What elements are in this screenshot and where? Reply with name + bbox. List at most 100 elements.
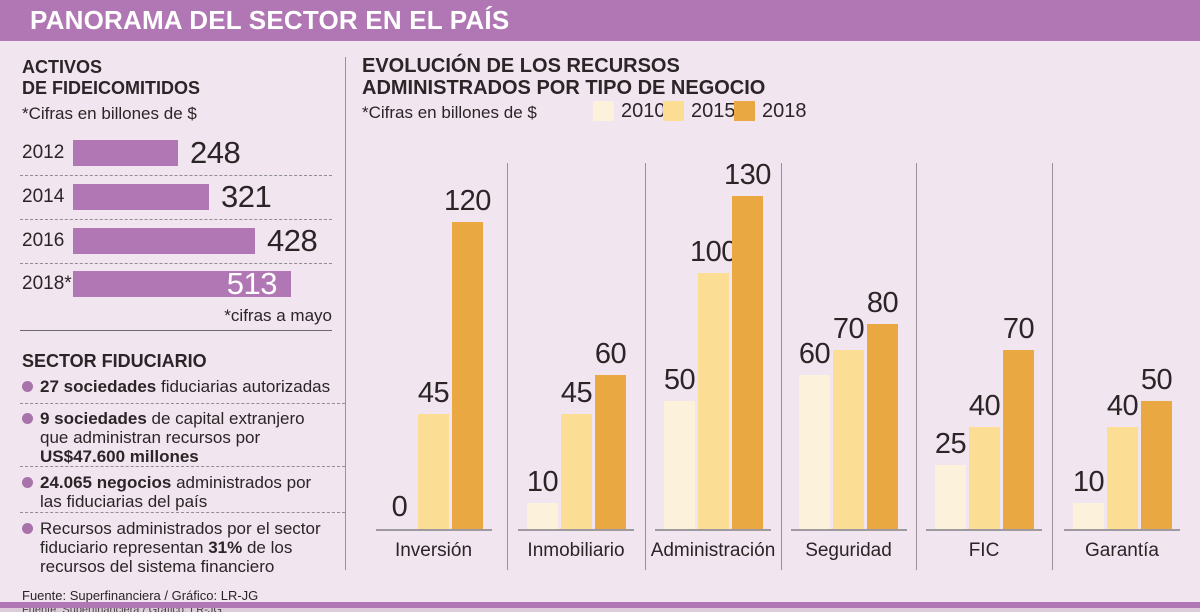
bar-FIC-2018 (1003, 350, 1034, 529)
bullet-line: Recursos administrados por el sector (40, 519, 321, 538)
legend-item-2015: 2015 (663, 99, 736, 122)
bar-Garantía-2018 (1141, 401, 1172, 529)
evolucion-units-label: *Cifras en billones de $ (362, 103, 537, 122)
bar-value-label: 120 (444, 185, 491, 217)
legend-swatch-icon (593, 101, 614, 121)
legend-label: 2010 (621, 99, 666, 122)
bullet-line: fiduciario representan 31% de los (40, 538, 293, 557)
group-divider (507, 163, 508, 570)
category-label-Administración: Administración (650, 540, 776, 561)
row-separator (20, 219, 332, 220)
bar-value-label: 60 (798, 338, 831, 370)
group-baseline (376, 529, 492, 531)
bar-Inversión-2018 (452, 222, 483, 529)
group-divider (1052, 163, 1053, 570)
activos-title: ACTIVOS DE FIDEICOMITIDOS (22, 57, 200, 99)
bullet-line: US$47.600 millones (40, 447, 199, 466)
activos-title-line1: ACTIVOS (22, 57, 103, 77)
h-bar-2012 (73, 140, 178, 166)
header-bar: PANORAMA DEL SECTOR EN EL PAÍS (0, 0, 1200, 41)
bar-value-label: 321 (221, 179, 272, 214)
bar-year-label: 2016 (22, 230, 65, 251)
bar-FIC-2015 (969, 427, 1000, 529)
bar-value-label: 25 (934, 428, 967, 460)
legend-label: 2018 (762, 99, 807, 122)
category-label-Garantía: Garantía (1085, 540, 1159, 561)
activos-units-label: *Cifras en billones de $ (22, 104, 197, 123)
evolucion-bar-chart: 0 45 120 Inversión 10 45 60 Inmobiliario 50 100 13… (360, 140, 1192, 580)
group-divider (645, 163, 646, 570)
row-separator (20, 263, 332, 264)
bar-value-label: 513 (226, 266, 278, 301)
group-baseline (926, 529, 1042, 531)
activos-bottom-rule (20, 330, 332, 331)
bullet-line: 27 sociedades fiduciarias autorizadas (40, 377, 331, 396)
bullet-line: 9 sociedades de capital extranjero (40, 409, 305, 428)
group-baseline (655, 529, 771, 531)
bar-value-label: 50 (663, 364, 696, 396)
bullet-dot-icon (22, 381, 33, 392)
bar-value-label: 70 (832, 313, 865, 345)
evolucion-title-line1: EVOLUCIÓN DE LOS RECURSOS (362, 55, 680, 77)
bar-year-label: 2012 (22, 142, 65, 163)
bar-Administración-2018 (732, 196, 763, 529)
bar-value-label: 130 (724, 159, 771, 191)
activos-footnote: *cifras a mayo (224, 306, 332, 325)
bar-Inversión-2015 (418, 414, 449, 529)
bar-value-label: 60 (594, 338, 627, 370)
bar-Garantía-2015 (1107, 427, 1138, 529)
bullet-item: 27 sociedades fiduciarias autorizadas (40, 377, 342, 396)
bullet-item: Recursos administrados por el sector fidu… (40, 519, 342, 576)
bullet-line: 24.065 negocios administrados por (40, 473, 312, 492)
footer-accent-bar (0, 602, 1200, 608)
bullet-dot-icon (22, 523, 33, 534)
bullet-item: 9 sociedades de capital extranjero que ad… (40, 409, 342, 466)
bar-year-label: 2014 (22, 186, 65, 207)
legend-label: 2015 (691, 99, 736, 122)
bar-value-label: 248 (190, 135, 241, 170)
legend-item-2010: 2010 (593, 99, 666, 122)
bar-value-label: 40 (968, 390, 1001, 422)
bullet-dot-icon (22, 413, 33, 424)
bullet-item: 24.065 negocios administrados por las fid… (40, 473, 342, 511)
activos-title-line2: DE FIDEICOMITIDOS (22, 78, 201, 98)
h-bar-2014 (73, 184, 209, 210)
bar-value-label: 45 (560, 377, 593, 409)
group-baseline (518, 529, 634, 531)
bar-FIC-2010 (935, 465, 966, 529)
sector-title: SECTOR FIDUCIARIO (22, 351, 207, 371)
print-artifact-strip: Fuente: Superfinanciera / Gráfico: LR-JG (0, 608, 1200, 612)
bar-Inmobiliario-2018 (595, 375, 626, 529)
bullet-dot-icon (22, 477, 33, 488)
category-label-Seguridad: Seguridad (805, 540, 892, 561)
category-label-FIC: FIC (968, 540, 1000, 561)
evolucion-title: EVOLUCIÓN DE LOS RECURSOS ADMINISTRADOS … (362, 55, 765, 99)
bullet-line: que administran recursos por (40, 428, 261, 447)
bullet-line: recursos del sistema financiero (40, 557, 275, 576)
category-label-Inmobiliario: Inmobiliario (527, 540, 625, 561)
bar-Administración-2015 (698, 273, 729, 529)
bar-value-label: 100 (690, 236, 737, 268)
group-divider (916, 163, 917, 570)
panel-divider (345, 57, 346, 570)
bar-Garantía-2010 (1073, 503, 1104, 529)
bar-value-label: 80 (866, 287, 899, 319)
bar-value-label: 45 (417, 377, 450, 409)
group-baseline (791, 529, 907, 531)
print-artifact-text: Fuente: Superfinanciera / Gráfico: LR-JG (22, 608, 222, 612)
bullet-line: las fiduciarias del país (40, 492, 208, 511)
bar-value-label: 10 (1072, 466, 1105, 498)
bar-value-label: 0 (391, 491, 408, 523)
bullet-separator (20, 403, 345, 404)
bar-value-label: 50 (1140, 364, 1173, 396)
page-title: PANORAMA DEL SECTOR EN EL PAÍS (30, 5, 510, 35)
bar-value-label: 10 (526, 466, 559, 498)
group-divider (781, 163, 782, 570)
legend-swatch-icon (663, 101, 684, 121)
bar-Seguridad-2018 (867, 324, 898, 529)
row-separator (20, 175, 332, 176)
category-label-Inversión: Inversión (394, 540, 473, 561)
bar-Administración-2010 (664, 401, 695, 529)
evolucion-title-line2: ADMINISTRADOS POR TIPO DE NEGOCIO (362, 77, 766, 99)
